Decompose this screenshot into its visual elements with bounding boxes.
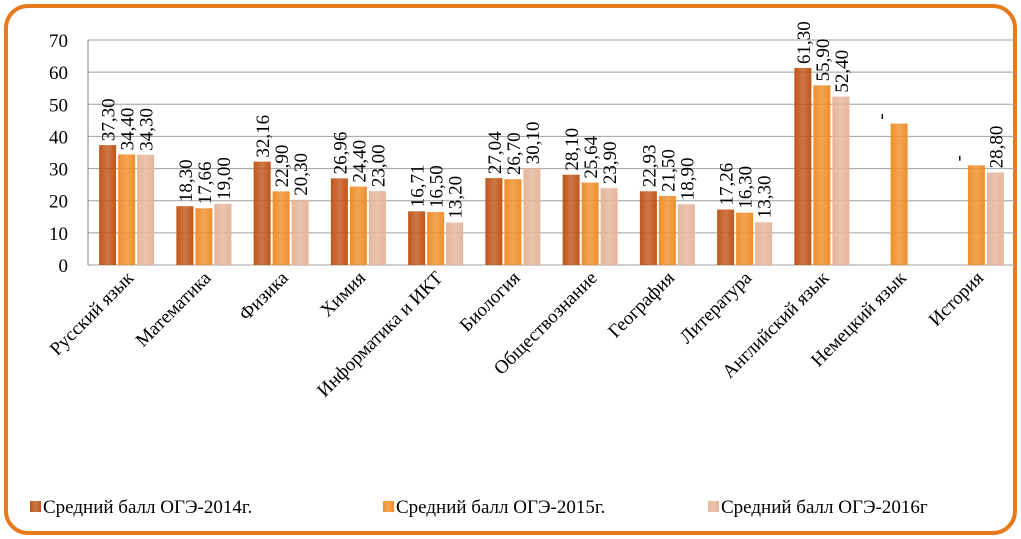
data-label: 55,90 xyxy=(813,39,834,82)
data-label: 22,93 xyxy=(639,145,660,188)
bar xyxy=(137,154,155,265)
y-tick-label: 40 xyxy=(49,127,68,148)
bar xyxy=(794,67,812,265)
bar xyxy=(504,179,522,265)
legend-swatch xyxy=(30,501,41,512)
bar xyxy=(813,85,831,265)
data-label: 30,10 xyxy=(523,122,544,165)
legend-swatch xyxy=(708,501,719,512)
bar xyxy=(195,208,213,265)
frame xyxy=(4,4,1017,535)
bar xyxy=(523,168,541,265)
data-label: 34,40 xyxy=(118,108,139,151)
y-tick-label: 30 xyxy=(49,160,68,181)
data-label: 28,10 xyxy=(562,128,583,171)
data-label: 23,00 xyxy=(368,144,389,187)
data-label: 17,26 xyxy=(717,163,738,206)
data-label: 16,30 xyxy=(736,166,757,209)
bar xyxy=(967,165,985,265)
data-label: 27,04 xyxy=(485,131,506,174)
data-label: 17,66 xyxy=(195,161,216,204)
data-label: 19,00 xyxy=(214,157,235,200)
bar xyxy=(717,209,735,265)
data-label: 16,71 xyxy=(408,165,429,208)
bar xyxy=(986,172,1004,265)
data-label: 16,50 xyxy=(427,165,448,208)
y-tick-label: 10 xyxy=(49,224,68,245)
bar xyxy=(485,178,503,265)
bar xyxy=(600,188,618,265)
bar xyxy=(562,174,580,265)
legend-label: Средний балл ОГЭ-2015г. xyxy=(396,497,605,518)
data-label: - xyxy=(871,113,892,119)
bar xyxy=(832,96,850,265)
data-label: 34,30 xyxy=(137,108,158,151)
data-label: 13,20 xyxy=(446,176,467,219)
legend-label: Средний балл ОГЭ-2014г. xyxy=(43,497,252,518)
y-tick-label: 20 xyxy=(49,192,68,213)
bar xyxy=(99,145,117,265)
bar xyxy=(214,203,232,265)
bar xyxy=(118,154,136,265)
bar xyxy=(755,222,773,265)
bar xyxy=(253,161,271,265)
data-label: 22,90 xyxy=(272,145,293,188)
bar xyxy=(446,222,464,265)
data-label: - xyxy=(948,155,969,161)
data-label: 23,90 xyxy=(600,141,621,184)
bar xyxy=(427,211,445,265)
data-label: 28,80 xyxy=(986,126,1007,169)
data-label: 61,30 xyxy=(794,21,815,64)
bar xyxy=(349,186,367,265)
data-label: 18,30 xyxy=(176,159,197,202)
data-label: 26,96 xyxy=(330,132,351,175)
bar xyxy=(368,191,386,265)
y-tick-label: 70 xyxy=(49,31,68,52)
bar xyxy=(639,191,657,265)
bar xyxy=(176,206,194,265)
data-label: 52,40 xyxy=(832,50,853,93)
legend-swatch xyxy=(383,501,394,512)
data-label: 32,16 xyxy=(253,115,274,158)
data-label: 26,70 xyxy=(504,132,525,175)
bar xyxy=(581,182,599,265)
y-tick-label: 50 xyxy=(49,95,68,116)
data-label: 20,30 xyxy=(291,153,312,196)
bar xyxy=(890,123,908,265)
data-label: 25,64 xyxy=(581,135,602,178)
data-label: 21,50 xyxy=(658,149,679,192)
bar xyxy=(291,199,309,265)
bar xyxy=(272,191,290,265)
bar xyxy=(677,204,695,265)
data-label: 13,30 xyxy=(755,176,776,219)
bar xyxy=(658,195,676,265)
bar xyxy=(408,211,426,265)
bar xyxy=(736,212,754,265)
data-label: 24,40 xyxy=(349,140,370,183)
y-tick-label: 0 xyxy=(59,256,69,277)
data-label: 37,30 xyxy=(99,98,120,141)
y-tick-label: 60 xyxy=(49,63,68,84)
legend-label: Средний балл ОГЭ-2016г xyxy=(721,497,928,518)
bar xyxy=(330,178,348,265)
data-label: 18,90 xyxy=(677,158,698,201)
